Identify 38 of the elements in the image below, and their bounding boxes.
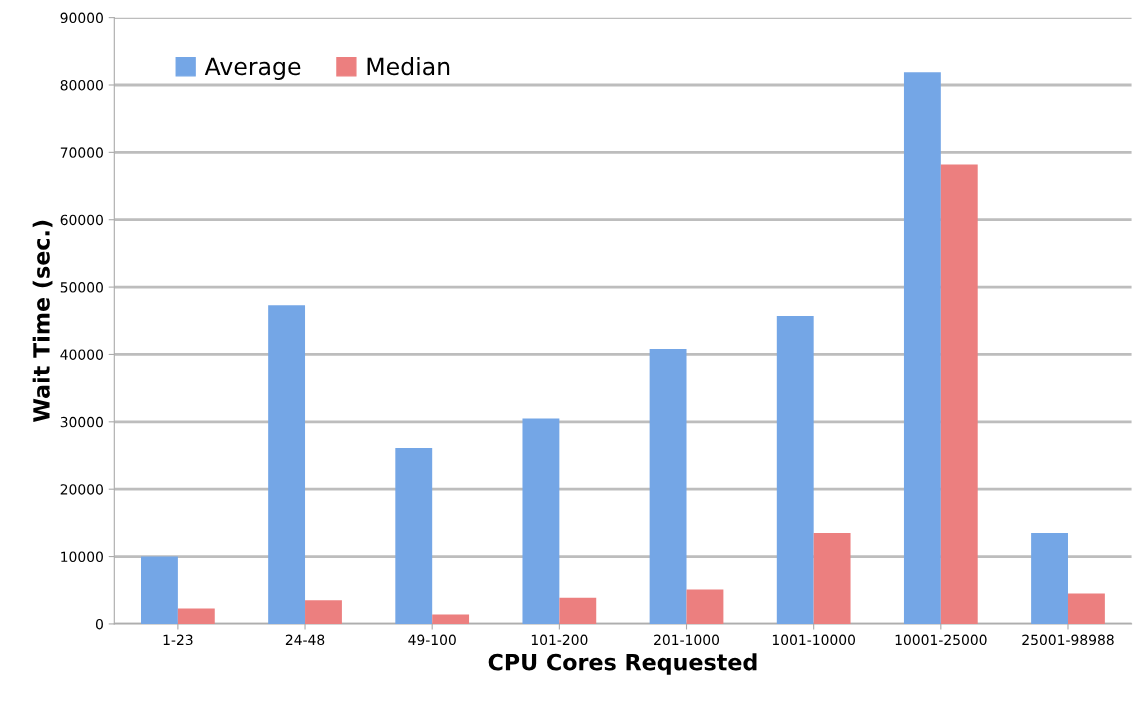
bar — [649, 349, 687, 624]
x-tick-label: 49-100 — [408, 634, 456, 646]
y-tick-label: 90000 — [60, 12, 103, 24]
y-axis-title: Wait Time (sec.) — [32, 220, 53, 422]
legend-label: Average — [204, 57, 301, 80]
y-tick-label: 10000 — [61, 551, 103, 563]
x-axis-title: CPU Cores Requested — [488, 653, 757, 675]
bar — [141, 556, 178, 624]
bar — [177, 608, 215, 624]
x-tick-label: 10001-25000 — [895, 634, 987, 646]
x-tick-label: 25001-98988 — [1022, 634, 1114, 646]
y-tick-label: 20000 — [60, 484, 103, 495]
y-tick-label: 70000 — [60, 147, 103, 158]
x-tick-label: 1-23 — [163, 634, 193, 646]
bar — [1067, 593, 1105, 624]
bar — [559, 597, 597, 624]
y-tick-label: 50000 — [60, 282, 103, 293]
y-tick-label: 80000 — [60, 79, 103, 91]
y-tick-label: 40000 — [60, 349, 103, 360]
y-tick-label: 60000 — [60, 214, 103, 226]
y-tick-label: 30000 — [60, 416, 103, 428]
bar — [1031, 532, 1068, 624]
bar — [776, 316, 814, 624]
x-tick-label: 201-1000 — [654, 634, 720, 646]
legend-label: Median — [367, 57, 450, 76]
bar — [395, 448, 433, 624]
x-tick-label: 1001-10000 — [772, 634, 856, 646]
bar — [940, 164, 978, 624]
x-tick-label: 24-48 — [285, 634, 325, 646]
bar — [432, 614, 470, 624]
bar — [903, 72, 941, 624]
bar — [268, 305, 306, 624]
bar — [813, 532, 851, 624]
bar — [686, 589, 724, 624]
x-tick-label: 101-200 — [531, 634, 588, 646]
bar — [522, 418, 560, 624]
y-tick-label: 0 — [95, 618, 103, 630]
bar — [305, 600, 342, 624]
